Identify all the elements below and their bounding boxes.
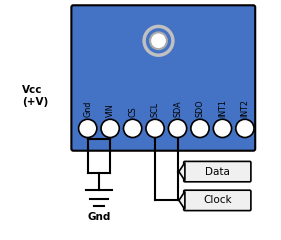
Circle shape (150, 32, 167, 49)
FancyBboxPatch shape (71, 5, 255, 151)
Text: CS: CS (128, 106, 137, 117)
Circle shape (168, 119, 187, 138)
Text: Data: Data (205, 167, 230, 177)
Circle shape (146, 119, 164, 138)
Text: Vcc
(+V): Vcc (+V) (22, 85, 48, 107)
Text: Gnd: Gnd (83, 101, 92, 117)
Circle shape (191, 119, 209, 138)
Circle shape (79, 119, 97, 138)
Text: Clock: Clock (203, 195, 232, 205)
Polygon shape (179, 163, 185, 181)
Circle shape (236, 119, 254, 138)
Circle shape (144, 26, 173, 55)
Text: INT1: INT1 (218, 99, 227, 117)
Text: SDO: SDO (196, 99, 205, 117)
Polygon shape (179, 192, 185, 209)
Circle shape (213, 119, 232, 138)
Text: SDA: SDA (173, 100, 182, 117)
Circle shape (123, 119, 142, 138)
Text: SCL: SCL (151, 102, 160, 117)
Text: INT2: INT2 (241, 99, 250, 117)
Text: VIN: VIN (106, 103, 115, 117)
FancyBboxPatch shape (184, 190, 251, 211)
Circle shape (101, 119, 119, 138)
Text: Gnd: Gnd (87, 212, 111, 222)
FancyBboxPatch shape (184, 162, 251, 182)
